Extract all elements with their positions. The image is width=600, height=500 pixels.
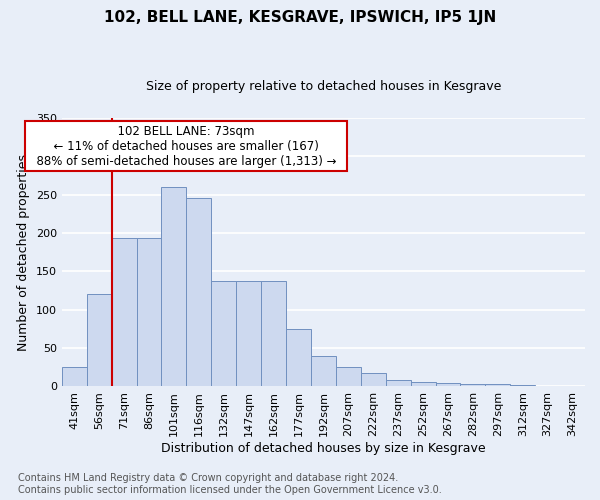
Bar	[410, 382, 436, 386]
Bar	[161, 187, 187, 386]
Bar	[460, 384, 485, 386]
Bar	[485, 384, 510, 386]
Bar	[286, 329, 311, 386]
Text: 102, BELL LANE, KESGRAVE, IPSWICH, IP5 1JN: 102, BELL LANE, KESGRAVE, IPSWICH, IP5 1…	[104, 10, 496, 25]
Bar	[510, 385, 535, 386]
Bar	[386, 380, 410, 386]
Bar	[62, 368, 87, 386]
Bar	[361, 374, 386, 386]
Bar	[137, 238, 161, 386]
Bar	[261, 282, 286, 387]
Title: Size of property relative to detached houses in Kesgrave: Size of property relative to detached ho…	[146, 80, 501, 93]
Bar	[211, 282, 236, 387]
Bar	[112, 238, 137, 386]
Bar	[87, 294, 112, 386]
Y-axis label: Number of detached properties: Number of detached properties	[17, 154, 30, 350]
Text: Contains HM Land Registry data © Crown copyright and database right 2024.
Contai: Contains HM Land Registry data © Crown c…	[18, 474, 442, 495]
Text: 102 BELL LANE: 73sqm  
  ← 11% of detached houses are smaller (167)  
  88% of s: 102 BELL LANE: 73sqm ← 11% of detached h…	[29, 124, 344, 168]
Bar	[336, 368, 361, 386]
X-axis label: Distribution of detached houses by size in Kesgrave: Distribution of detached houses by size …	[161, 442, 486, 455]
Bar	[436, 382, 460, 386]
Bar	[187, 198, 211, 386]
Bar	[236, 282, 261, 387]
Bar	[311, 356, 336, 386]
